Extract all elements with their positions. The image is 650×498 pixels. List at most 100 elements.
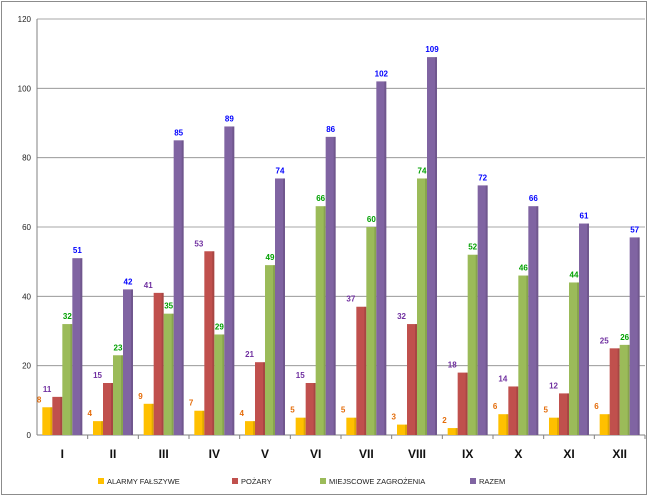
bar-shade (617, 348, 620, 435)
bar-shade (60, 396, 63, 435)
data-label: 21 (245, 350, 254, 359)
bar-4[interactable] (275, 178, 285, 435)
bar-3[interactable] (467, 254, 478, 435)
bar-shade (637, 237, 640, 435)
data-label: 4 (240, 409, 245, 418)
data-label: 53 (194, 239, 203, 248)
data-label: 52 (468, 243, 477, 252)
bar-2[interactable] (204, 251, 215, 435)
x-tick-label: X (514, 447, 522, 461)
data-label: 4 (88, 409, 93, 418)
bar-1[interactable] (42, 407, 53, 435)
data-label: 85 (174, 128, 183, 137)
data-label: 32 (397, 312, 406, 321)
bar-1[interactable] (498, 414, 509, 435)
bar-1[interactable] (93, 421, 103, 435)
bar-shade (455, 428, 458, 435)
bar-shade (70, 324, 73, 435)
legend-label: RAZEM (479, 477, 505, 486)
x-tick-label: VII (359, 447, 374, 461)
bar-2[interactable] (305, 383, 316, 435)
bar-3[interactable] (569, 282, 579, 435)
bar-3[interactable] (62, 324, 73, 435)
bar-shade (111, 383, 113, 435)
bar-4[interactable] (325, 136, 336, 435)
bar-4[interactable] (427, 57, 437, 436)
bar-shade (121, 355, 123, 435)
data-label: 49 (266, 253, 275, 262)
bar-3[interactable] (417, 178, 427, 435)
bar-1[interactable] (295, 417, 306, 435)
bar-1[interactable] (245, 421, 255, 435)
bar-2[interactable] (609, 348, 620, 435)
bar-3[interactable] (518, 275, 529, 435)
bar-1[interactable] (549, 417, 559, 435)
bar-shade (425, 178, 427, 435)
bar-shade (485, 185, 488, 435)
bar-4[interactable] (477, 185, 488, 435)
bar-2[interactable] (103, 383, 113, 435)
bar-4[interactable] (173, 140, 184, 436)
bar-shade (303, 417, 306, 435)
bar-shade (333, 136, 336, 435)
bar-shade (364, 306, 367, 435)
bar-3[interactable] (214, 334, 225, 435)
bar-3[interactable] (113, 355, 123, 435)
bar-4[interactable] (224, 126, 235, 435)
bar-2[interactable] (255, 362, 265, 435)
bar-1[interactable] (599, 414, 610, 435)
bar-3[interactable] (315, 206, 326, 435)
bar-2[interactable] (508, 386, 519, 435)
bar-3[interactable] (163, 313, 174, 435)
bar-3[interactable] (265, 265, 275, 435)
bar-1[interactable] (397, 424, 407, 435)
data-label: 46 (519, 264, 528, 273)
bar-1[interactable] (143, 403, 154, 435)
x-tick-label: XII (612, 447, 627, 461)
data-label: 5 (290, 406, 295, 415)
bar-2[interactable] (52, 396, 63, 435)
bar-shade (80, 258, 83, 435)
bar-shade (151, 403, 154, 435)
data-label: 60 (367, 215, 376, 224)
data-label: 12 (549, 381, 558, 390)
bar-shade (50, 407, 53, 435)
data-label: 66 (529, 194, 538, 203)
bar-4[interactable] (376, 81, 387, 436)
bar-shade (253, 421, 255, 435)
bar-3[interactable] (619, 344, 630, 435)
x-tick-label: VI (310, 447, 321, 461)
bar-shade (577, 282, 579, 435)
bar-1[interactable] (346, 417, 357, 435)
bar-4[interactable] (123, 289, 133, 435)
bar-2[interactable] (356, 306, 367, 435)
bar-shade (587, 223, 589, 435)
bar-1[interactable] (447, 428, 458, 435)
bar-2[interactable] (407, 324, 417, 435)
bar-shade (435, 57, 437, 436)
bar-1[interactable] (194, 410, 205, 435)
legend-label: POŻARY (241, 477, 272, 486)
data-label: 11 (43, 385, 52, 394)
data-label: 66 (316, 194, 325, 203)
data-label: 14 (498, 374, 507, 383)
bar-4[interactable] (629, 237, 640, 435)
bar-4[interactable] (528, 206, 539, 435)
bar-4[interactable] (72, 258, 83, 435)
data-label: 37 (346, 295, 355, 304)
bar-shade (212, 251, 215, 435)
y-tick-label: 60 (22, 223, 31, 232)
y-tick-label: 0 (27, 431, 32, 440)
bar-2[interactable] (457, 372, 468, 435)
y-tick-label: 20 (22, 362, 31, 371)
data-label: 26 (620, 333, 629, 342)
bar-2[interactable] (153, 292, 164, 435)
bar-3[interactable] (366, 227, 377, 435)
legend-swatch (232, 478, 238, 484)
bar-2[interactable] (559, 393, 569, 435)
x-tick-label: IX (462, 447, 473, 461)
data-label: 23 (114, 343, 123, 352)
bar-shade (526, 275, 529, 435)
bar-4[interactable] (579, 223, 589, 435)
